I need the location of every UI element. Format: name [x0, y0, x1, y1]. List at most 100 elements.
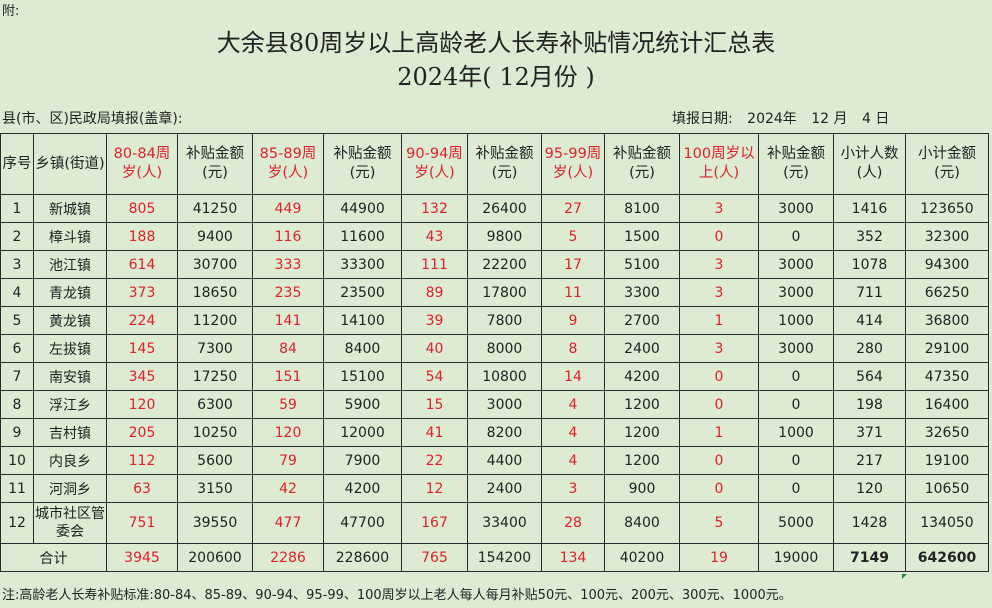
header-cell[interactable]: 乡镇(街道) [33, 133, 107, 195]
table-cell[interactable]: 2400 [604, 334, 680, 363]
table-cell[interactable]: 0 [679, 446, 759, 475]
table-cell[interactable]: 3000 [467, 390, 542, 419]
table-cell[interactable]: 5 [679, 502, 759, 544]
table-cell[interactable]: 3000 [758, 250, 834, 279]
table-cell[interactable]: 123650 [905, 194, 989, 223]
table-cell[interactable]: 217 [833, 446, 906, 475]
table-cell[interactable]: 黄龙镇 [33, 306, 107, 335]
table-cell[interactable]: 132 [401, 194, 468, 223]
table-cell[interactable]: 5 [541, 222, 605, 251]
table-cell[interactable]: 1200 [604, 418, 680, 447]
table-cell[interactable]: 280 [833, 334, 906, 363]
total-cell[interactable]: 200600 [177, 543, 253, 572]
table-cell[interactable]: 28 [541, 502, 605, 544]
total-label-cell[interactable]: 合计 [0, 543, 107, 572]
table-cell[interactable]: 1 [0, 194, 34, 223]
table-cell[interactable]: 371 [833, 418, 906, 447]
cell-fill-handle[interactable] [902, 574, 907, 579]
table-cell[interactable]: 12 [0, 502, 34, 544]
table-cell[interactable]: 0 [758, 390, 834, 419]
table-cell[interactable]: 5100 [604, 250, 680, 279]
table-cell[interactable]: 17800 [467, 278, 542, 307]
table-cell[interactable]: 左拔镇 [33, 334, 107, 363]
table-cell[interactable]: 南安镇 [33, 362, 107, 391]
table-cell[interactable]: 94300 [905, 250, 989, 279]
table-cell[interactable]: 4400 [467, 446, 542, 475]
table-cell[interactable]: 1 [679, 418, 759, 447]
table-cell[interactable]: 32650 [905, 418, 989, 447]
table-cell[interactable]: 7300 [177, 334, 253, 363]
table-cell[interactable]: 43 [401, 222, 468, 251]
table-cell[interactable]: 3000 [758, 334, 834, 363]
table-cell[interactable]: 3000 [758, 194, 834, 223]
table-cell[interactable]: 4 [0, 278, 34, 307]
table-cell[interactable]: 30700 [177, 250, 253, 279]
table-cell[interactable]: 17 [541, 250, 605, 279]
table-cell[interactable]: 新城镇 [33, 194, 107, 223]
table-cell[interactable]: 40 [401, 334, 468, 363]
header-cell[interactable]: 小计金额(元) [905, 133, 989, 195]
table-cell[interactable]: 0 [679, 474, 759, 503]
total-cell[interactable]: 642600 [905, 543, 989, 572]
table-cell[interactable]: 373 [106, 278, 178, 307]
header-cell[interactable]: 序号 [0, 133, 34, 195]
table-cell[interactable]: 5600 [177, 446, 253, 475]
header-cell[interactable]: 95-99周岁(人) [541, 133, 605, 195]
table-cell[interactable]: 188 [106, 222, 178, 251]
table-cell[interactable]: 8 [0, 390, 34, 419]
table-cell[interactable]: 1000 [758, 418, 834, 447]
table-cell[interactable]: 333 [252, 250, 324, 279]
total-cell[interactable]: 19000 [758, 543, 834, 572]
total-cell[interactable]: 134 [541, 543, 605, 572]
table-cell[interactable]: 39550 [177, 502, 253, 544]
table-cell[interactable]: 89 [401, 278, 468, 307]
table-cell[interactable]: 120 [106, 390, 178, 419]
table-cell[interactable]: 805 [106, 194, 178, 223]
header-cell[interactable]: 补贴金额(元) [323, 133, 402, 195]
table-cell[interactable]: 167 [401, 502, 468, 544]
table-cell[interactable]: 浮江乡 [33, 390, 107, 419]
table-cell[interactable]: 42 [252, 474, 324, 503]
table-cell[interactable]: 564 [833, 362, 906, 391]
table-cell[interactable]: 7900 [323, 446, 402, 475]
total-cell[interactable]: 7149 [833, 543, 906, 572]
table-cell[interactable]: 145 [106, 334, 178, 363]
table-cell[interactable]: 16400 [905, 390, 989, 419]
table-cell[interactable]: 1 [679, 306, 759, 335]
table-cell[interactable]: 54 [401, 362, 468, 391]
total-cell[interactable]: 2286 [252, 543, 324, 572]
table-cell[interactable]: 84 [252, 334, 324, 363]
table-cell[interactable]: 11600 [323, 222, 402, 251]
table-cell[interactable]: 15100 [323, 362, 402, 391]
table-cell[interactable]: 29100 [905, 334, 989, 363]
table-cell[interactable]: 内良乡 [33, 446, 107, 475]
table-cell[interactable]: 414 [833, 306, 906, 335]
table-cell[interactable]: 33400 [467, 502, 542, 544]
table-cell[interactable]: 7800 [467, 306, 542, 335]
table-cell[interactable]: 4200 [604, 362, 680, 391]
table-cell[interactable]: 0 [758, 474, 834, 503]
header-cell[interactable]: 补贴金额(元) [467, 133, 542, 195]
table-cell[interactable]: 9400 [177, 222, 253, 251]
table-cell[interactable]: 1428 [833, 502, 906, 544]
table-cell[interactable]: 9800 [467, 222, 542, 251]
table-cell[interactable]: 235 [252, 278, 324, 307]
table-cell[interactable]: 2400 [467, 474, 542, 503]
header-cell[interactable]: 小计人数(人) [833, 133, 906, 195]
table-cell[interactable]: 4200 [323, 474, 402, 503]
table-cell[interactable]: 8100 [604, 194, 680, 223]
table-cell[interactable]: 44900 [323, 194, 402, 223]
table-cell[interactable]: 3 [679, 250, 759, 279]
table-cell[interactable]: 224 [106, 306, 178, 335]
table-cell[interactable]: 1500 [604, 222, 680, 251]
table-cell[interactable]: 36800 [905, 306, 989, 335]
total-cell[interactable]: 228600 [323, 543, 402, 572]
table-cell[interactable]: 0 [758, 446, 834, 475]
table-cell[interactable]: 23500 [323, 278, 402, 307]
total-cell[interactable]: 40200 [604, 543, 680, 572]
table-cell[interactable]: 3 [0, 250, 34, 279]
table-cell[interactable]: 11200 [177, 306, 253, 335]
table-cell[interactable]: 0 [758, 362, 834, 391]
table-cell[interactable]: 19100 [905, 446, 989, 475]
table-cell[interactable]: 6300 [177, 390, 253, 419]
